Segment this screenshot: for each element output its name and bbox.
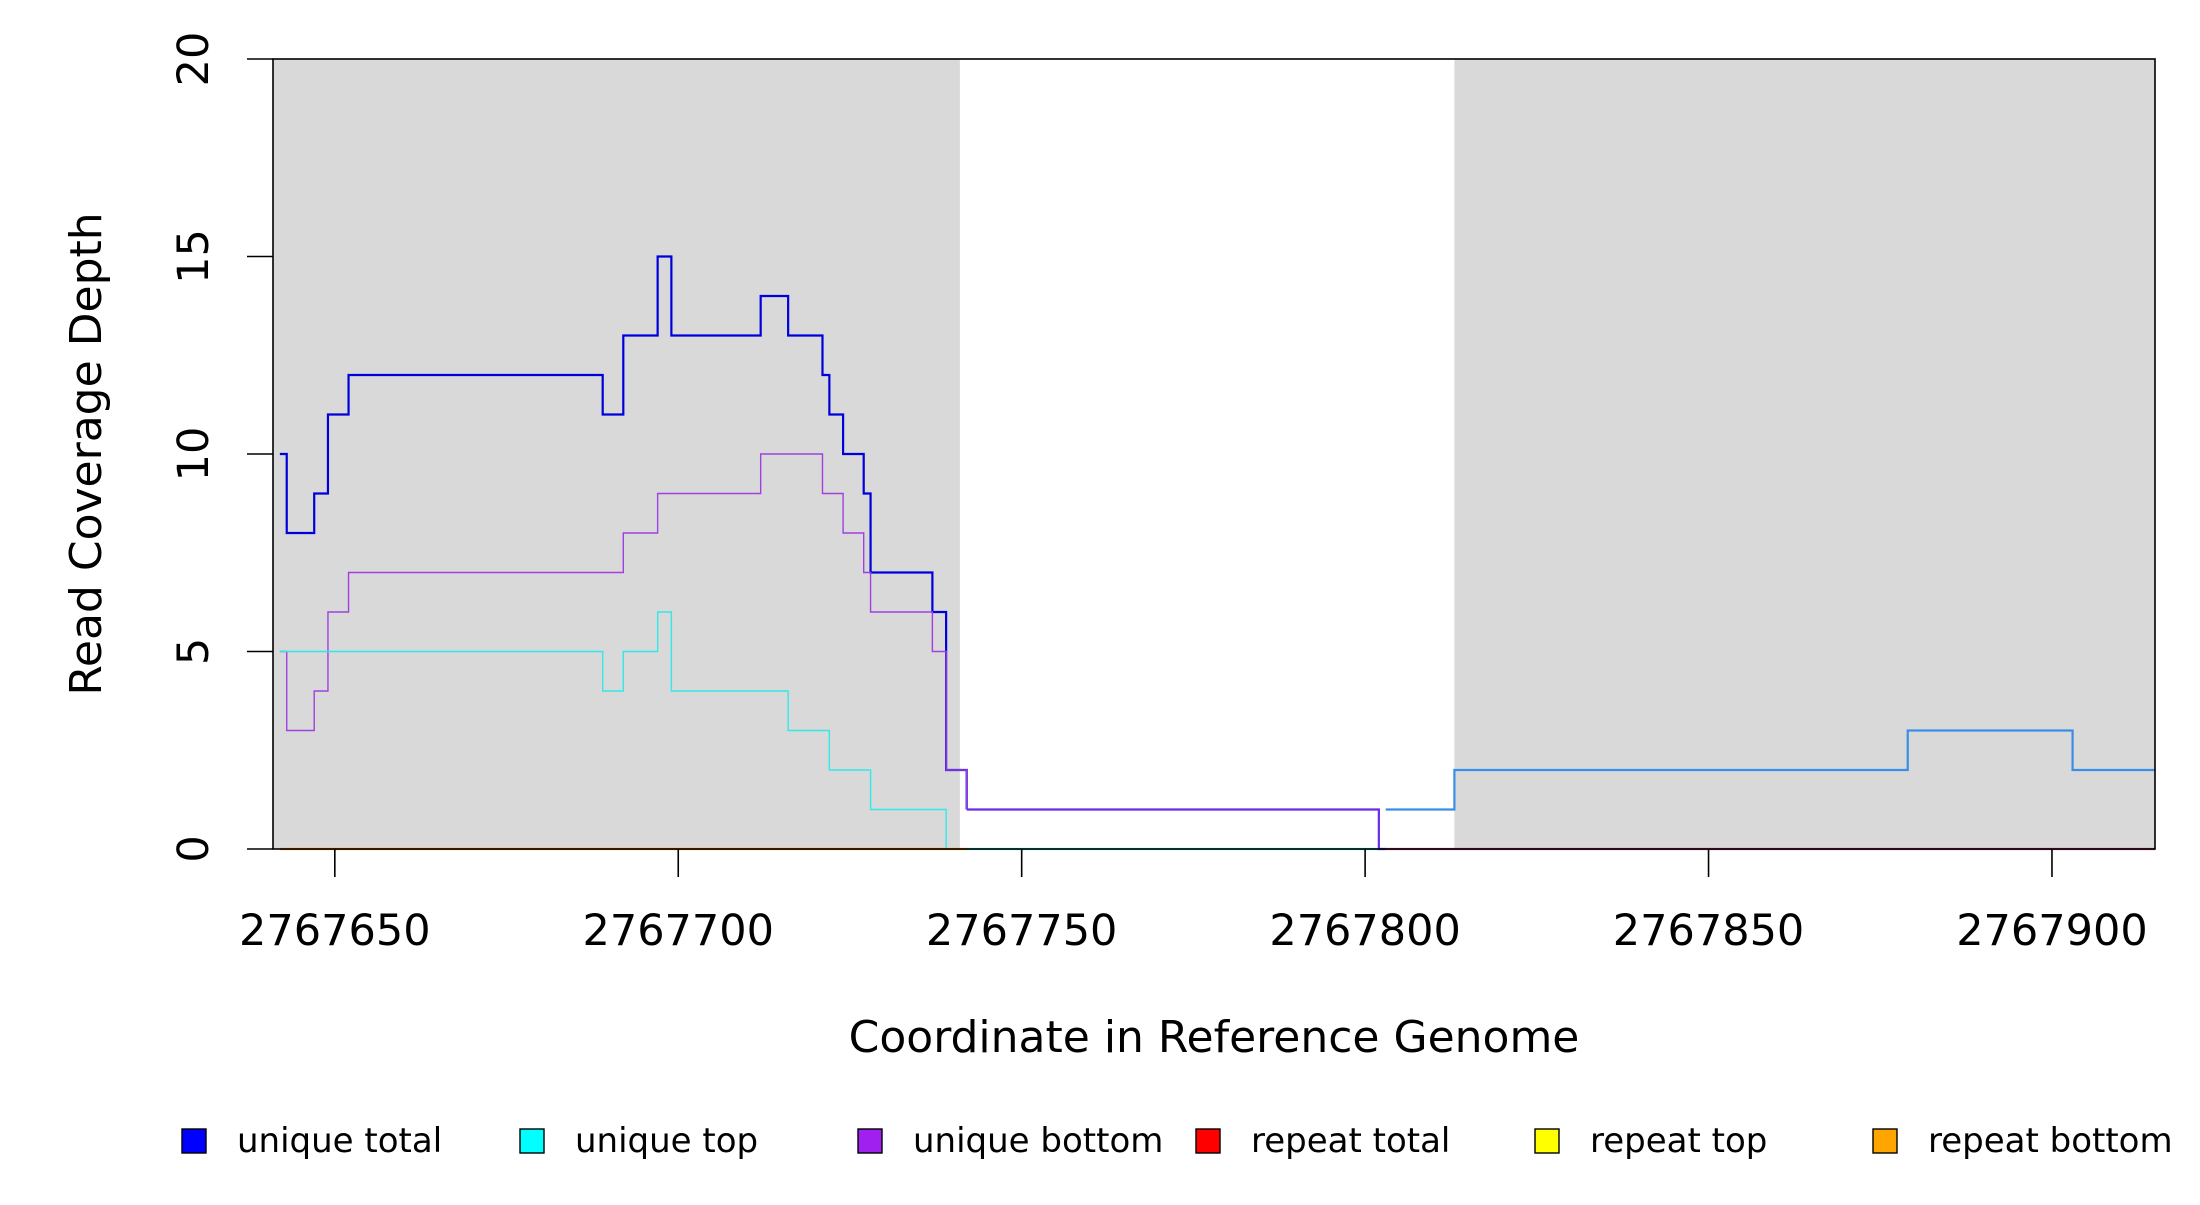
series-line-region-low [966, 808, 1386, 851]
x-tick-label-2: 2767750 [926, 906, 1118, 956]
legend-label: unique top [575, 1121, 758, 1161]
series-line-region-right [1385, 729, 2155, 811]
y-tick-label-4: 20 [169, 32, 219, 87]
legend: unique total unique top unique bottom repea… [181, 1121, 2173, 1161]
x-tick-label-3: 2767800 [1269, 906, 1461, 956]
x-tick-label-1: 2767700 [582, 906, 774, 956]
legend-swatch [1872, 1128, 1898, 1154]
legend-item-unique-total: unique total [181, 1121, 442, 1161]
legend-label: unique bottom [913, 1121, 1163, 1161]
legend-item-unique-top: unique top [519, 1121, 758, 1161]
shaded-region-1 [1454, 59, 2155, 849]
y-tick-label-0: 0 [169, 835, 219, 862]
legend-label: repeat total [1251, 1121, 1450, 1161]
legend-label: repeat top [1590, 1121, 1767, 1161]
legend-item-unique-bottom: unique bottom [857, 1121, 1163, 1161]
legend-item-repeat-top: repeat top [1534, 1121, 1767, 1161]
series-line-unique-top [279, 611, 947, 849]
legend-swatch [181, 1128, 207, 1154]
y-tick-label-1: 5 [169, 638, 219, 665]
legend-label: repeat bottom [1928, 1121, 2173, 1161]
legend-label: unique total [237, 1121, 442, 1161]
y-tick-label-3: 15 [169, 229, 219, 284]
x-tick-label-0: 2767650 [239, 906, 431, 956]
legend-item-repeat-total: repeat total [1195, 1121, 1450, 1161]
x-axis-label: Coordinate in Reference Genome [849, 1012, 1580, 1063]
x-tick-label-4: 2767850 [1613, 906, 1805, 956]
series-line-unique-bottom [279, 453, 968, 810]
axes: 2767650 2767700 2767750 2767800 2767850 27679… [169, 32, 2156, 956]
y-tick-label-2: 10 [169, 427, 219, 482]
x-tick-label-5: 2767900 [1956, 906, 2148, 956]
legend-swatch [519, 1128, 545, 1154]
legend-swatch [1534, 1128, 1560, 1154]
legend-swatch [1195, 1128, 1221, 1154]
legend-item-repeat-bottom: repeat bottom [1872, 1121, 2173, 1161]
shaded-regions [273, 59, 2155, 849]
y-axis-label: Read Coverage Depth [61, 212, 112, 695]
legend-swatch [857, 1128, 883, 1154]
